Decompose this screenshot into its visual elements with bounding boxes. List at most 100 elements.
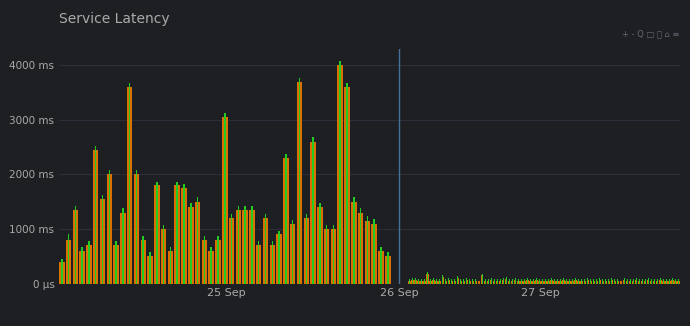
Bar — [168, 251, 173, 284]
Bar — [565, 281, 568, 284]
Bar — [653, 279, 655, 284]
Bar — [578, 281, 580, 284]
Bar — [364, 221, 370, 284]
Bar — [122, 208, 124, 284]
Bar — [575, 280, 577, 284]
Bar — [518, 279, 519, 284]
Bar — [358, 213, 364, 284]
Bar — [620, 281, 622, 284]
Bar — [113, 245, 119, 284]
Bar — [433, 280, 435, 284]
Bar — [548, 279, 549, 284]
Bar — [551, 280, 553, 284]
Bar — [229, 218, 235, 284]
Bar — [678, 279, 679, 284]
Bar — [505, 279, 507, 284]
Bar — [448, 278, 449, 284]
Bar — [127, 87, 132, 284]
Bar — [224, 113, 226, 284]
Bar — [475, 281, 477, 284]
Bar — [541, 281, 544, 284]
Bar — [545, 279, 546, 284]
Bar — [237, 206, 239, 284]
Bar — [439, 281, 441, 284]
Text: + - Q □ ✋ ⌂ ≡: + - Q □ ✋ ⌂ ≡ — [622, 29, 680, 38]
Bar — [674, 281, 677, 284]
Bar — [641, 281, 643, 284]
Text: Service Latency: Service Latency — [59, 12, 169, 26]
Bar — [595, 281, 598, 284]
Bar — [563, 278, 564, 284]
Bar — [586, 280, 589, 284]
Bar — [177, 182, 178, 284]
Bar — [599, 280, 601, 284]
Bar — [421, 279, 422, 284]
Bar — [79, 251, 85, 284]
Bar — [511, 281, 513, 284]
Bar — [626, 281, 629, 284]
Bar — [677, 281, 680, 284]
Bar — [571, 281, 574, 284]
Bar — [258, 241, 259, 284]
Bar — [593, 279, 594, 284]
Bar — [208, 251, 214, 284]
Bar — [629, 279, 631, 284]
Bar — [584, 279, 585, 284]
Bar — [333, 225, 334, 284]
Bar — [154, 185, 159, 284]
Bar — [414, 280, 417, 284]
Bar — [517, 281, 520, 284]
Bar — [445, 279, 446, 284]
Bar — [351, 202, 357, 284]
Bar — [608, 281, 610, 284]
Bar — [669, 279, 670, 284]
Bar — [433, 278, 434, 284]
Bar — [469, 279, 471, 284]
Bar — [310, 142, 316, 284]
Bar — [527, 278, 528, 284]
Bar — [195, 202, 200, 284]
Bar — [463, 281, 465, 284]
Bar — [331, 229, 336, 284]
Bar — [542, 279, 543, 284]
Bar — [488, 279, 489, 284]
Bar — [466, 280, 468, 284]
Bar — [265, 214, 266, 284]
Bar — [59, 262, 64, 284]
Bar — [638, 281, 640, 284]
Bar — [514, 280, 517, 284]
Bar — [181, 188, 187, 284]
Bar — [430, 279, 431, 284]
Bar — [290, 224, 295, 284]
Bar — [602, 281, 604, 284]
Bar — [93, 150, 99, 284]
Bar — [656, 281, 658, 284]
Bar — [644, 279, 646, 284]
Bar — [553, 281, 555, 284]
Bar — [120, 213, 126, 284]
Bar — [539, 279, 540, 284]
Bar — [136, 170, 137, 284]
Bar — [502, 280, 504, 284]
Bar — [557, 279, 558, 284]
Bar — [668, 281, 671, 284]
Bar — [544, 281, 546, 284]
Bar — [484, 279, 486, 284]
Bar — [313, 137, 314, 284]
Bar — [427, 272, 428, 284]
Bar — [560, 281, 562, 284]
Bar — [660, 278, 661, 284]
Bar — [415, 278, 416, 284]
Bar — [556, 281, 559, 284]
Bar — [141, 240, 146, 284]
Bar — [666, 279, 667, 284]
Bar — [469, 281, 471, 284]
Bar — [617, 281, 619, 284]
Bar — [671, 280, 673, 284]
Bar — [529, 281, 531, 284]
Bar — [417, 281, 420, 284]
Bar — [235, 210, 241, 284]
Bar — [201, 240, 207, 284]
Bar — [156, 182, 157, 284]
Bar — [526, 280, 529, 284]
